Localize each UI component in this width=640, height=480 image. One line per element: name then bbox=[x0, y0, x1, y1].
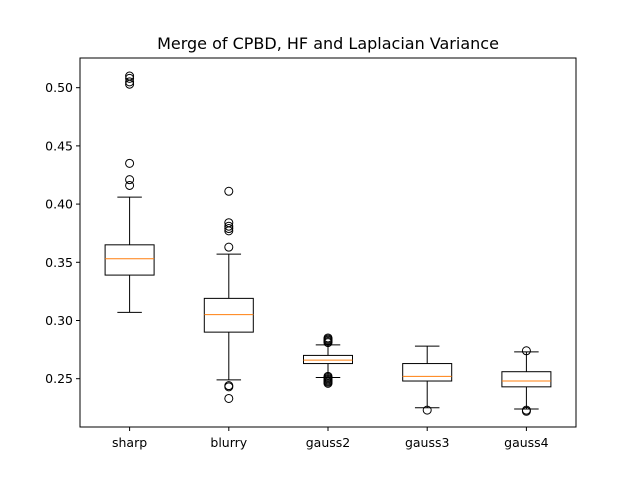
box-series bbox=[104, 71, 552, 416]
x-tick-label: gauss3 bbox=[405, 435, 450, 450]
y-tick-label: 0.45 bbox=[45, 138, 73, 153]
outlier-point bbox=[224, 393, 234, 403]
outlier-point bbox=[125, 175, 135, 185]
iqr-box bbox=[104, 244, 155, 276]
x-tick-label: gauss2 bbox=[306, 435, 351, 450]
outlier-point bbox=[125, 71, 135, 81]
iqr-box bbox=[303, 354, 353, 365]
outlier-point bbox=[125, 180, 135, 190]
outlier-point bbox=[224, 242, 234, 252]
plot-frame bbox=[79, 57, 577, 428]
x-tick-label: blurry bbox=[210, 435, 247, 450]
box-blurry bbox=[203, 186, 254, 403]
outlier-point bbox=[224, 218, 234, 228]
box-sharp bbox=[104, 71, 155, 313]
outlier-point bbox=[224, 221, 234, 231]
y-tick-label: 0.30 bbox=[45, 313, 73, 328]
x-tick-label: gauss4 bbox=[504, 435, 549, 450]
outlier-point bbox=[521, 346, 531, 356]
y-tick-label: 0.50 bbox=[45, 80, 73, 95]
outlier-point bbox=[125, 77, 135, 87]
outlier-point bbox=[422, 405, 432, 415]
outlier-point bbox=[224, 224, 234, 234]
y-axis: 0.25 0.30 0.35 0.40 0.45 0.50 bbox=[45, 80, 80, 386]
iqr-box bbox=[501, 371, 552, 388]
y-tick-label: 0.35 bbox=[45, 255, 73, 270]
box-gauss3 bbox=[402, 345, 453, 415]
outlier-point bbox=[521, 405, 531, 415]
box-gauss4 bbox=[501, 346, 552, 416]
outlier-point bbox=[323, 333, 333, 343]
iqr-box bbox=[203, 297, 254, 333]
x-axis: sharp blurry gauss2 gauss3 gauss4 bbox=[112, 427, 549, 450]
chart-title: Merge of CPBD, HF and Laplacian Variance bbox=[157, 34, 499, 53]
x-tick-label: sharp bbox=[112, 435, 147, 450]
outlier-point bbox=[125, 158, 135, 168]
outlier-point bbox=[224, 186, 234, 196]
y-tick-label: 0.40 bbox=[45, 197, 73, 212]
outlier-point bbox=[125, 73, 135, 83]
y-tick-label: 0.25 bbox=[45, 371, 73, 386]
outlier-point bbox=[323, 371, 333, 381]
outlier-point bbox=[224, 381, 234, 391]
box-gauss2 bbox=[303, 333, 353, 388]
iqr-box bbox=[402, 363, 453, 382]
